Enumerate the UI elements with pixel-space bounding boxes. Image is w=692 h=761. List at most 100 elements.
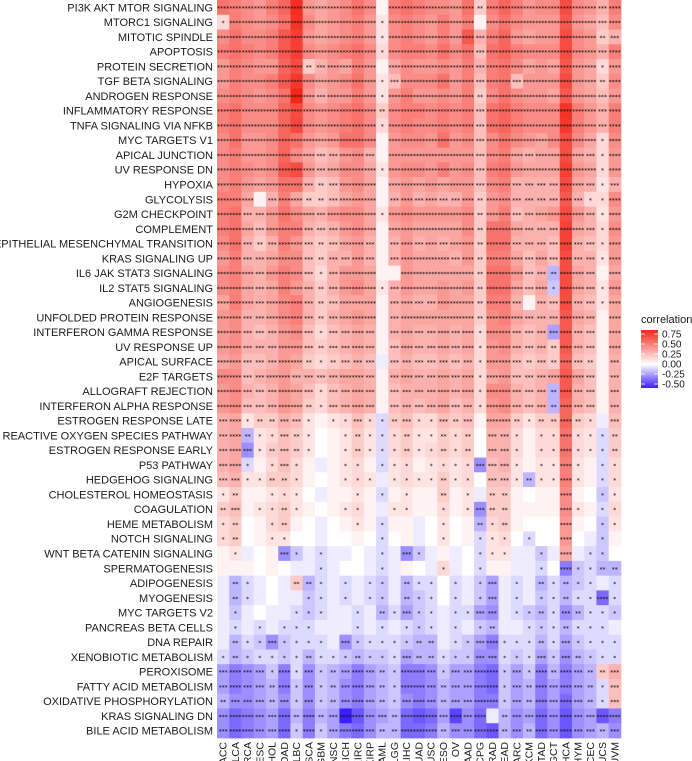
heatmap-cell bbox=[253, 206, 267, 222]
heatmap-cell bbox=[327, 29, 340, 45]
significance-star: **** bbox=[242, 729, 254, 736]
column-label: SKCM bbox=[524, 742, 536, 761]
significance-star: * bbox=[381, 20, 384, 27]
significance-star: **** bbox=[609, 301, 621, 308]
significance-star: **** bbox=[450, 168, 462, 175]
significance-star: * bbox=[405, 478, 408, 485]
heatmap-cell bbox=[486, 162, 499, 178]
row-label: KRAS SIGNALING DN bbox=[101, 711, 213, 723]
heatmap-cell bbox=[449, 44, 463, 60]
significance-star: **** bbox=[340, 714, 352, 721]
heatmap-cell bbox=[596, 324, 610, 340]
heatmap-cell bbox=[314, 0, 328, 16]
significance-star: *** bbox=[317, 374, 326, 381]
heatmap-cell bbox=[339, 44, 353, 60]
significance-star: * bbox=[466, 507, 469, 514]
significance-star: **** bbox=[584, 35, 596, 42]
significance-star: ** bbox=[330, 360, 336, 367]
heatmap-cell bbox=[302, 147, 316, 163]
heatmap-cell bbox=[253, 132, 267, 148]
heatmap-cell bbox=[474, 59, 487, 75]
heatmap-cell bbox=[535, 73, 548, 89]
significance-star: **** bbox=[462, 168, 474, 175]
significance-star: * bbox=[320, 581, 323, 588]
significance-star: * bbox=[381, 286, 384, 293]
heatmap-cell bbox=[425, 501, 438, 517]
significance-star: **** bbox=[560, 242, 572, 249]
heatmap-cell bbox=[339, 206, 353, 222]
row-label: UV RESPONSE DN bbox=[115, 165, 213, 177]
significance-star: **** bbox=[609, 330, 621, 337]
significance-star: *** bbox=[304, 374, 313, 381]
significance-star: *** bbox=[586, 183, 595, 190]
significance-star: **** bbox=[425, 35, 437, 42]
significance-star: *** bbox=[427, 301, 436, 308]
heatmap-cell bbox=[363, 605, 377, 621]
significance-star: * bbox=[320, 729, 323, 736]
heatmap-cell bbox=[229, 177, 242, 193]
heatmap-cell bbox=[474, 103, 487, 119]
significance-star: ** bbox=[563, 581, 569, 588]
significance-star: *** bbox=[525, 714, 534, 721]
significance-star: *** bbox=[463, 670, 472, 677]
significance-star: **** bbox=[437, 183, 449, 190]
heatmap-cell bbox=[339, 147, 353, 163]
significance-star: ** bbox=[440, 699, 446, 706]
significance-star: **** bbox=[486, 271, 498, 278]
significance-star: **** bbox=[425, 729, 437, 736]
heatmap-cell bbox=[363, 236, 377, 252]
significance-star: **** bbox=[413, 212, 425, 219]
heatmap-cell bbox=[351, 88, 365, 104]
significance-star: **** bbox=[499, 5, 511, 12]
significance-star: ** bbox=[477, 286, 483, 293]
significance-star: ** bbox=[404, 448, 410, 455]
column-label: LGG bbox=[389, 742, 401, 761]
significance-star: **** bbox=[352, 242, 364, 249]
significance-star: *** bbox=[414, 345, 423, 352]
significance-star: **** bbox=[242, 714, 254, 721]
heatmap-cell bbox=[327, 73, 340, 89]
significance-star: **** bbox=[560, 227, 572, 234]
significance-star: **** bbox=[437, 374, 449, 381]
heatmap-cell bbox=[510, 560, 524, 577]
significance-star: ** bbox=[355, 655, 361, 662]
heatmap-cell bbox=[229, 44, 242, 60]
significance-star: **** bbox=[266, 286, 278, 293]
significance-star: *** bbox=[243, 684, 252, 691]
heatmap-cell bbox=[388, 206, 401, 222]
significance-star: *** bbox=[463, 404, 472, 411]
heatmap-cell bbox=[498, 103, 512, 119]
significance-star: *** bbox=[586, 315, 595, 322]
heatmap-cell bbox=[461, 191, 475, 208]
significance-star: **** bbox=[388, 64, 400, 71]
row-label: NOTCH SIGNALING bbox=[111, 534, 213, 546]
significance-star: **** bbox=[291, 50, 303, 57]
significance-star: *** bbox=[476, 463, 485, 470]
heatmap-cell bbox=[253, 605, 267, 621]
significance-star: *** bbox=[304, 699, 313, 706]
significance-star: **** bbox=[450, 5, 462, 12]
significance-star: **** bbox=[413, 315, 425, 322]
heatmap-cell bbox=[584, 221, 597, 237]
significance-star: **** bbox=[499, 109, 511, 116]
heatmap-cell bbox=[339, 531, 353, 547]
heatmap-cell bbox=[474, 73, 487, 89]
heatmap-cell bbox=[363, 206, 377, 222]
heatmap-cell bbox=[253, 236, 267, 252]
significance-star: * bbox=[381, 79, 384, 86]
significance-star: *** bbox=[574, 729, 583, 736]
heatmap-cell bbox=[498, 29, 512, 45]
significance-star: *** bbox=[537, 360, 546, 367]
significance-star: **** bbox=[511, 20, 523, 27]
heatmap-cell bbox=[278, 44, 291, 60]
significance-star: **** bbox=[291, 94, 303, 101]
significance-star: *** bbox=[561, 611, 570, 618]
significance-star: **** bbox=[584, 109, 596, 116]
significance-star: * bbox=[307, 625, 310, 632]
significance-star: **** bbox=[560, 714, 572, 721]
heatmap-cell bbox=[535, 162, 548, 178]
significance-star: * bbox=[552, 625, 555, 632]
heatmap-cell bbox=[400, 118, 414, 134]
heatmap-cell bbox=[535, 118, 548, 134]
significance-star: **** bbox=[278, 330, 290, 337]
